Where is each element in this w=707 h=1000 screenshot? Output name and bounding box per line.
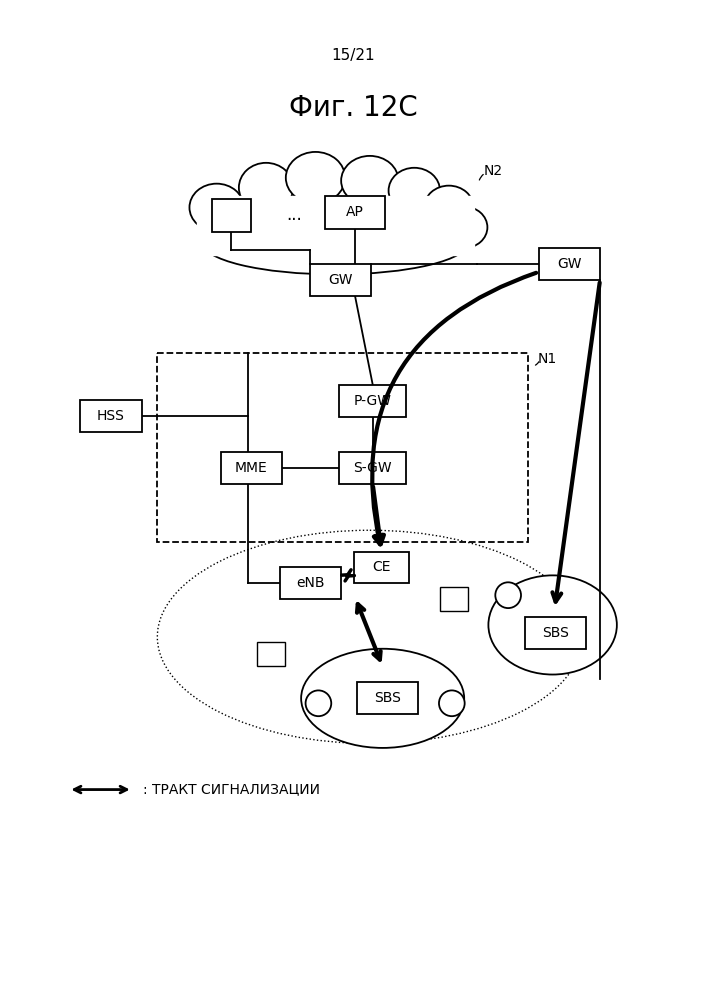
Text: SBS: SBS bbox=[374, 691, 401, 705]
Bar bbox=[280, 567, 341, 599]
Ellipse shape bbox=[201, 185, 479, 269]
FancyArrowPatch shape bbox=[357, 604, 380, 660]
FancyArrowPatch shape bbox=[372, 273, 536, 544]
Text: eNB: eNB bbox=[296, 576, 325, 590]
Circle shape bbox=[305, 690, 332, 716]
Ellipse shape bbox=[389, 168, 440, 213]
Text: ...: ... bbox=[286, 206, 302, 224]
Bar bbox=[525, 617, 586, 649]
Text: 15/21: 15/21 bbox=[331, 48, 375, 63]
Text: : ТРАКТ СИГНАЛИЗАЦИИ: : ТРАКТ СИГНАЛИЗАЦИИ bbox=[143, 783, 320, 797]
FancyArrowPatch shape bbox=[341, 570, 354, 581]
Text: GW: GW bbox=[557, 257, 582, 271]
FancyArrowPatch shape bbox=[373, 487, 384, 544]
Text: GW: GW bbox=[328, 273, 352, 287]
Bar bbox=[325, 196, 385, 229]
Bar bbox=[440, 587, 467, 611]
Bar bbox=[211, 199, 251, 232]
Bar bbox=[310, 264, 370, 296]
Ellipse shape bbox=[286, 152, 345, 203]
Text: HSS: HSS bbox=[97, 409, 125, 423]
Bar bbox=[197, 196, 474, 255]
Bar bbox=[354, 552, 409, 583]
Text: N1: N1 bbox=[538, 352, 557, 366]
Ellipse shape bbox=[201, 210, 469, 274]
Ellipse shape bbox=[424, 186, 474, 229]
Text: N2: N2 bbox=[484, 164, 503, 178]
Ellipse shape bbox=[189, 184, 244, 231]
Text: CE: CE bbox=[373, 560, 391, 574]
FancyArrowPatch shape bbox=[552, 283, 600, 602]
Bar bbox=[339, 385, 407, 417]
Bar bbox=[539, 248, 600, 280]
Ellipse shape bbox=[301, 649, 464, 748]
Bar bbox=[158, 353, 528, 542]
Ellipse shape bbox=[489, 575, 617, 675]
Text: MME: MME bbox=[235, 461, 267, 475]
Circle shape bbox=[496, 582, 521, 608]
Bar bbox=[357, 682, 419, 714]
Bar bbox=[257, 642, 285, 666]
Text: AP: AP bbox=[346, 205, 364, 219]
Text: P-GW: P-GW bbox=[354, 394, 392, 408]
Ellipse shape bbox=[440, 206, 487, 248]
Ellipse shape bbox=[239, 163, 293, 212]
Ellipse shape bbox=[341, 156, 399, 205]
Bar bbox=[81, 400, 141, 432]
Text: S-GW: S-GW bbox=[354, 461, 392, 475]
Text: Фиг. 12C: Фиг. 12C bbox=[288, 94, 417, 122]
Text: SBS: SBS bbox=[542, 626, 569, 640]
Bar bbox=[339, 452, 407, 484]
Bar bbox=[221, 452, 282, 484]
Circle shape bbox=[439, 690, 464, 716]
